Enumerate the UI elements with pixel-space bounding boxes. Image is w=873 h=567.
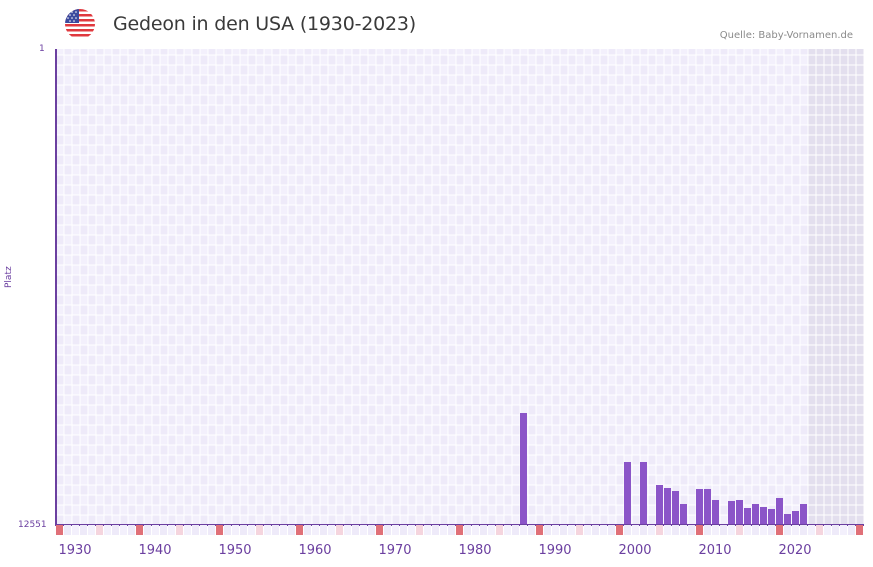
x-tick-label: 1930 <box>58 543 92 558</box>
bar-2003 <box>656 484 663 525</box>
bar-1999 <box>624 462 631 525</box>
bar-2016 <box>760 506 767 525</box>
bar-2020 <box>792 511 799 525</box>
bar-2004 <box>664 487 671 525</box>
x-tick-label: 1990 <box>538 543 572 558</box>
chart-title: Gedeon in den USA (1930-2023) <box>113 13 417 35</box>
bar-2005 <box>672 490 679 525</box>
bar-2012 <box>728 500 735 525</box>
us-flag-icon <box>65 9 95 39</box>
x-tick-label: 1980 <box>458 543 492 558</box>
plot-area <box>56 49 864 525</box>
x-tick-label: 2010 <box>698 543 732 558</box>
bar-2018 <box>776 497 783 525</box>
x-axis-labels: 1930 1940 1950 1960 1970 1980 1990 2000 2010 2020 <box>0 543 873 563</box>
y-axis-line <box>55 49 57 526</box>
bar-2001 <box>640 462 647 525</box>
bar-2008 <box>696 489 703 525</box>
bar-2021 <box>800 503 807 525</box>
y-axis-bottom-label: 12551 <box>18 520 47 530</box>
bar-1986 <box>520 412 527 525</box>
x-tick-label: 2000 <box>618 543 652 558</box>
bar-2010 <box>712 500 719 525</box>
year-markers <box>56 525 863 535</box>
bar-2014 <box>744 508 751 525</box>
background-grid <box>56 49 864 525</box>
x-tick-label: 1950 <box>218 543 252 558</box>
bar-2006 <box>680 503 687 525</box>
bar-2009 <box>704 489 711 525</box>
x-tick-label: 1960 <box>298 543 332 558</box>
source-credit: Quelle: Baby-Vornamen.de <box>719 30 853 41</box>
bar-2019 <box>784 514 791 525</box>
x-axis-line <box>55 524 864 526</box>
x-tick-label: 1940 <box>138 543 172 558</box>
x-tick-label: 2020 <box>778 543 812 558</box>
x-tick-label: 1970 <box>378 543 412 558</box>
bar-2013 <box>736 500 743 525</box>
y-axis-title: Platz <box>4 266 14 288</box>
y-axis-top-label: 1 <box>39 44 45 54</box>
bar-2015 <box>752 503 759 525</box>
bar-2017 <box>768 508 775 525</box>
